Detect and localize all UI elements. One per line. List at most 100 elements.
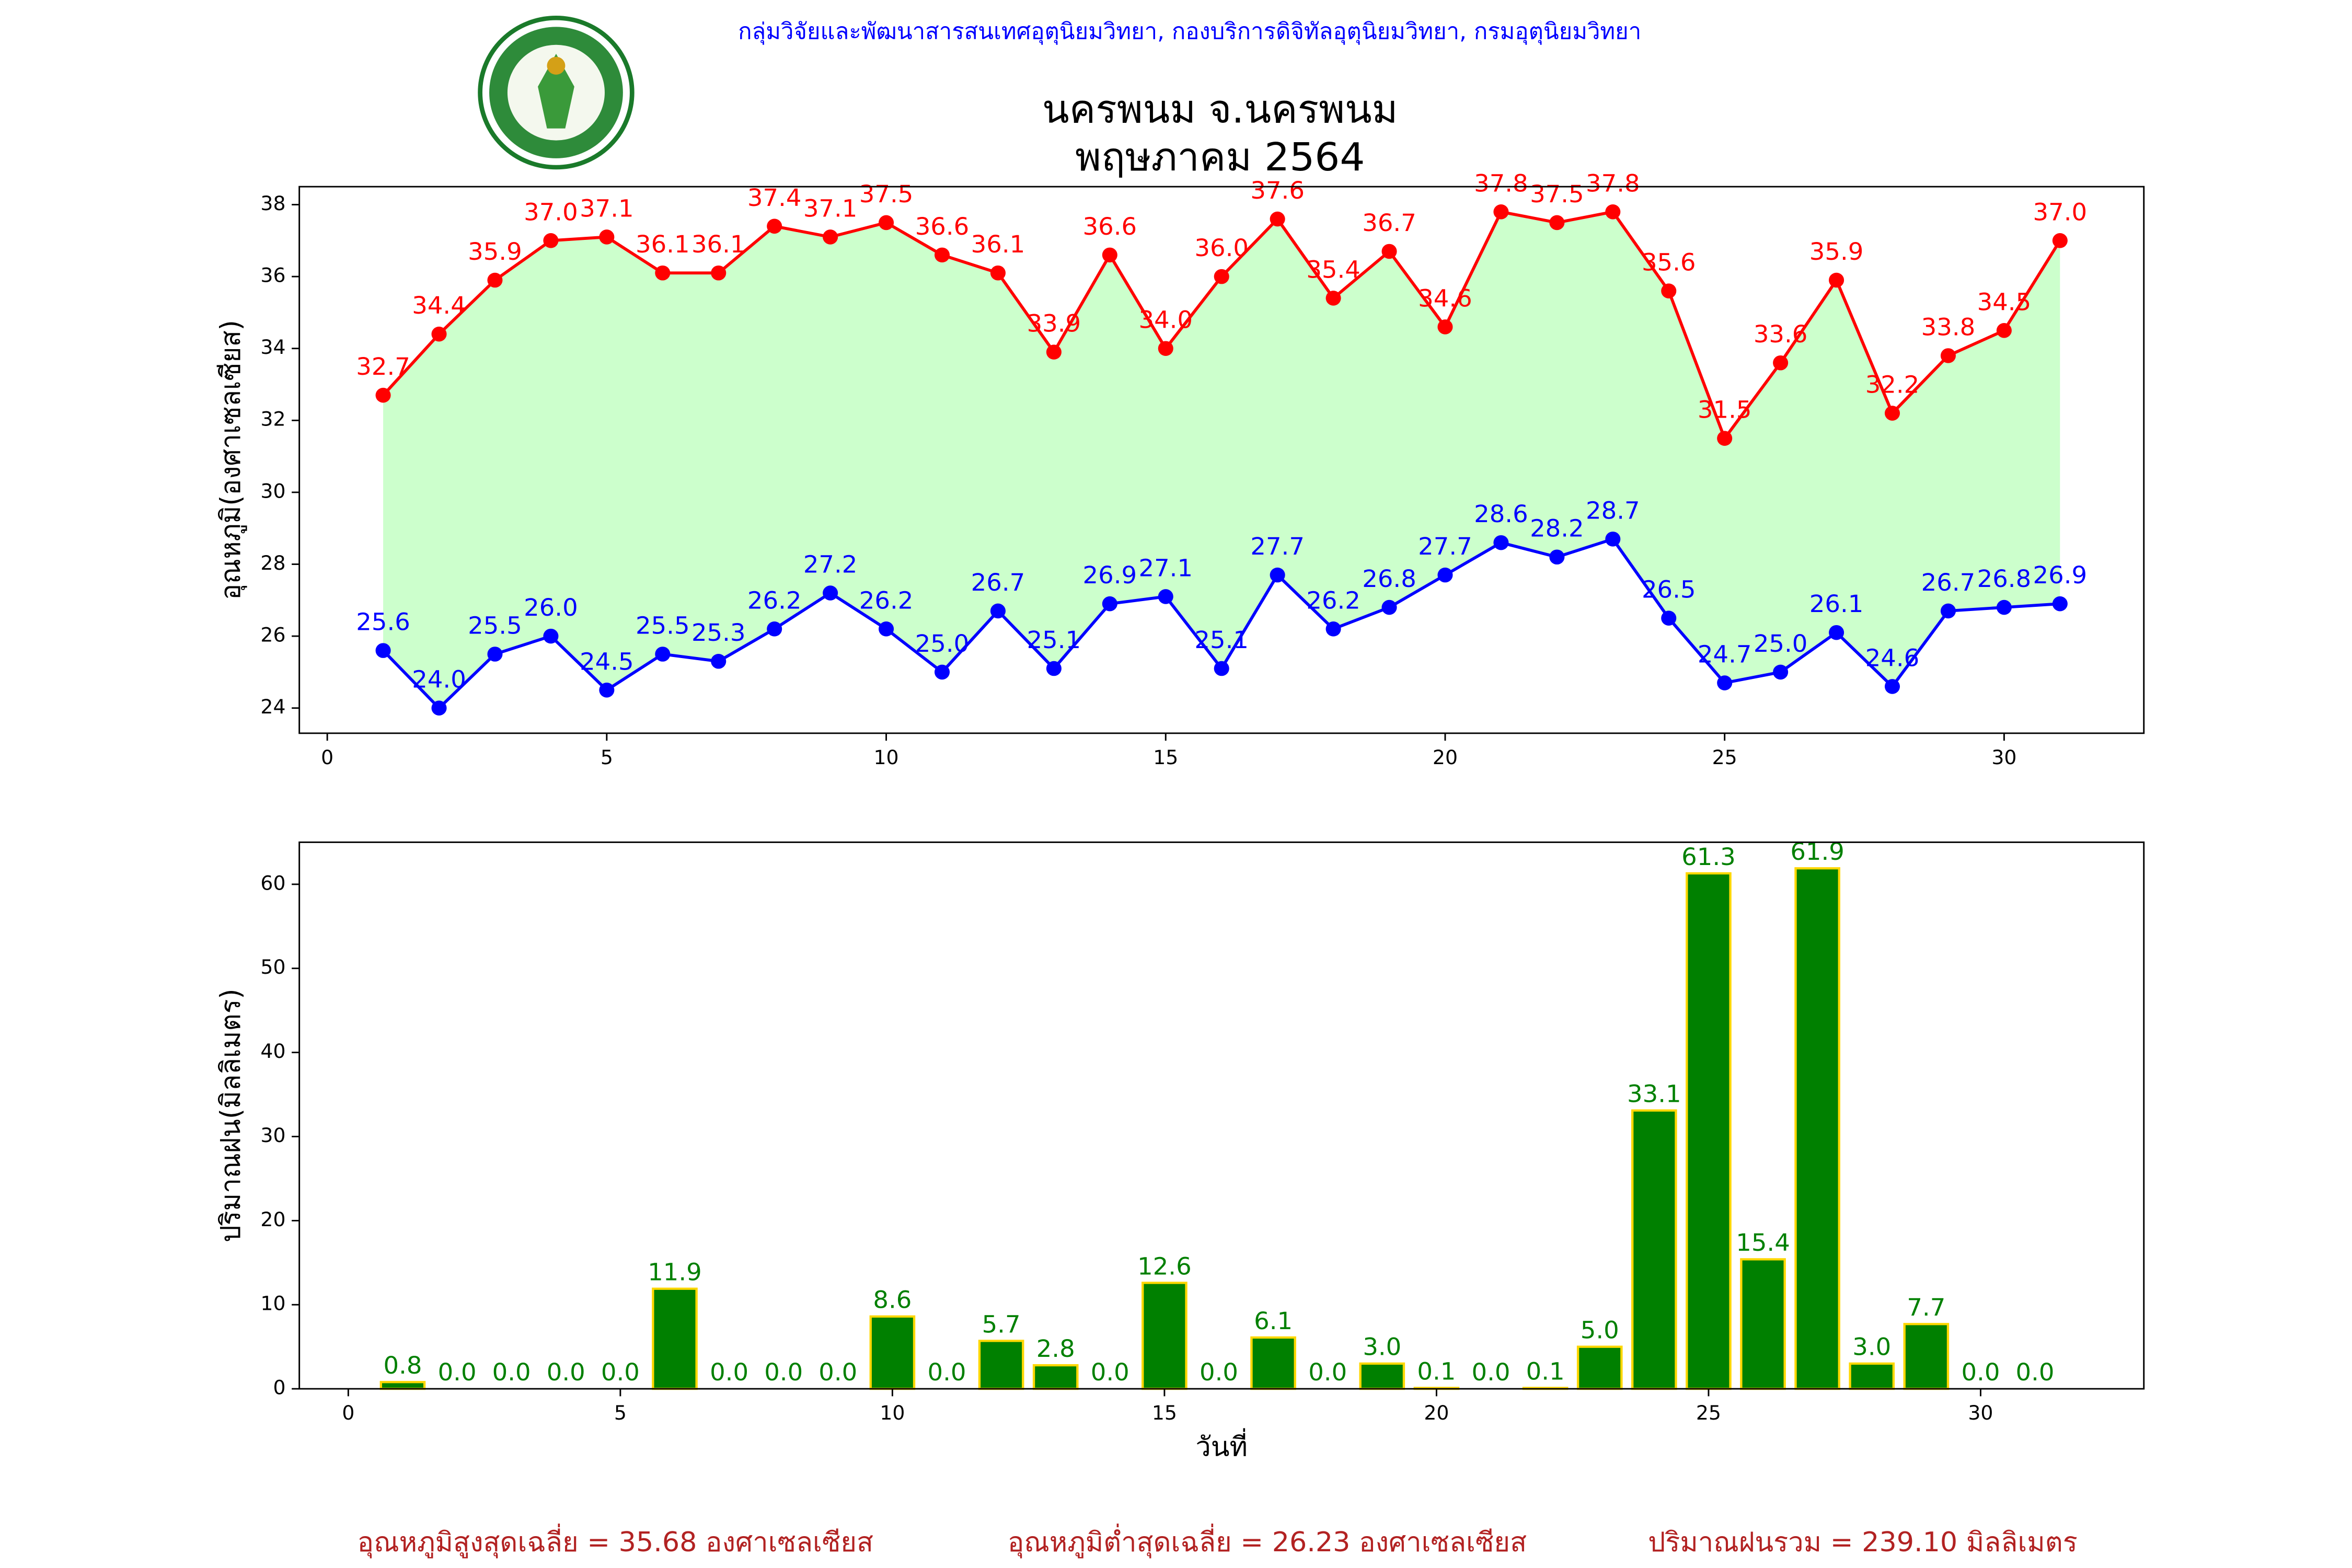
- data-label: 12.6: [1137, 1252, 1192, 1281]
- chart-subtitle: พฤษภาคม 2564: [1075, 134, 1365, 180]
- point: [1437, 567, 1453, 583]
- bar: [1250, 1336, 1296, 1390]
- point: [1829, 625, 1844, 640]
- data-label: 36.6: [1083, 212, 1137, 240]
- point: [1884, 406, 1900, 421]
- point: [1884, 679, 1900, 694]
- data-label: 34.4: [412, 292, 466, 320]
- x-tick-label: 0: [321, 746, 333, 769]
- point: [1549, 549, 1565, 565]
- data-label: 33.8: [1921, 313, 1976, 341]
- data-label: 25.5: [636, 612, 690, 640]
- point: [1717, 431, 1733, 446]
- point: [823, 229, 838, 245]
- data-label: 35.9: [468, 237, 522, 266]
- point: [1325, 291, 1341, 306]
- x-tick-label: 25: [1696, 1401, 1721, 1424]
- data-label: 26.0: [524, 593, 578, 621]
- data-label: 36.7: [1362, 209, 1416, 237]
- data-label: 33.1: [1627, 1080, 1681, 1108]
- data-label: 0.0: [710, 1358, 748, 1386]
- bar: [1903, 1323, 1950, 1390]
- data-label: 32.2: [1865, 371, 1920, 399]
- point: [1605, 532, 1621, 547]
- data-label: 24.7: [1698, 640, 1752, 668]
- bar: [869, 1315, 916, 1390]
- plot: 0.8 0.0 0.0 0.0 0.0 11.9 0.0 0.0 0.0 8.6 0.0 5.7 2.8…: [379, 837, 2055, 1390]
- data-label: 26.5: [1642, 575, 1696, 604]
- y-axis-label: อุณหภูมิ(องศาเซลเซียส): [215, 320, 247, 600]
- point: [487, 647, 503, 662]
- y-tick-label: 28: [260, 551, 285, 574]
- point: [1046, 344, 1062, 360]
- data-label: 37.1: [580, 194, 634, 223]
- bar: [978, 1340, 1024, 1390]
- data-label: 27.7: [1418, 532, 1472, 560]
- data-label: 37.1: [803, 194, 858, 223]
- point: [2052, 233, 2068, 248]
- y-tick-label: 34: [260, 336, 285, 359]
- point: [1605, 204, 1621, 220]
- x-tick-label: 10: [880, 1401, 905, 1424]
- data-label: 37.8: [1586, 169, 1640, 198]
- data-label: 32.7: [356, 353, 410, 381]
- data-label: 37.5: [1530, 180, 1584, 208]
- org-name: กลุ่มวิจัยและพัฒนาสารสนเทศอุตุนิยมวิทยา,…: [738, 19, 1641, 45]
- data-label: 0.8: [383, 1351, 422, 1379]
- point: [431, 326, 447, 342]
- data-label: 25.0: [1754, 629, 1808, 658]
- x-tick-label: 5: [614, 1401, 627, 1424]
- point: [1661, 283, 1677, 298]
- stat-max-avg: อุณหภูมิสูงสุดเฉลี่ย = 35.68 องศาเซลเซีย…: [358, 1524, 873, 1559]
- x-tick-label: 15: [1152, 1401, 1177, 1424]
- point: [1270, 211, 1285, 227]
- data-label: 2.8: [1036, 1334, 1075, 1363]
- point: [1381, 244, 1397, 259]
- point: [1437, 319, 1453, 335]
- data-label: 0.1: [1526, 1357, 1565, 1386]
- data-label: 25.1: [1027, 626, 1081, 654]
- data-label: 25.6: [356, 608, 410, 636]
- data-label: 0.0: [1091, 1358, 1129, 1386]
- data-label: 37.6: [1250, 176, 1305, 204]
- point: [990, 603, 1006, 619]
- y-tick-label: 10: [260, 1292, 285, 1315]
- point: [934, 664, 950, 680]
- chart-title: นครพนม จ.นครพนม: [1042, 86, 1398, 132]
- data-label: 0.0: [928, 1358, 966, 1386]
- data-label: 24.5: [580, 648, 634, 676]
- plot: 32.734.435.937.0 37.136.1 36.137.4 37.137.5…: [356, 169, 2087, 716]
- data-label: 37.5: [859, 180, 914, 208]
- point: [1996, 599, 2012, 615]
- bar: [1032, 1364, 1079, 1390]
- point: [711, 265, 727, 281]
- point: [1158, 341, 1173, 356]
- data-label: 26.7: [971, 568, 1025, 596]
- y-tick-label: 26: [260, 624, 285, 647]
- point: [1158, 589, 1173, 604]
- stat-rain-total: ปริมาณฝนรวม = 239.10 มิลลิเมตร: [1648, 1527, 2078, 1558]
- bar: [652, 1287, 698, 1390]
- data-label: 0.0: [547, 1358, 585, 1386]
- data-label: 37.0: [2033, 198, 2088, 226]
- point: [1493, 535, 1509, 550]
- point: [2052, 596, 2068, 612]
- x-tick-label: 10: [874, 746, 899, 769]
- data-label: 0.0: [1961, 1358, 2000, 1386]
- point: [1940, 348, 1956, 363]
- data-label: 26.1: [1809, 590, 1864, 618]
- point: [823, 585, 838, 601]
- stat-min-avg: อุณหภูมิต่ำสุดเฉลี่ย = 26.23 องศาเซลเซีย…: [1008, 1524, 1527, 1559]
- y-tick-label: 0: [273, 1376, 285, 1399]
- point: [1829, 272, 1844, 288]
- y-tick-label: 20: [260, 1208, 285, 1231]
- x-tick-label: 30: [1968, 1401, 1993, 1424]
- point: [599, 683, 615, 698]
- point: [879, 621, 894, 637]
- x-tick-label: 30: [1991, 746, 2016, 769]
- bar: [1849, 1362, 1895, 1390]
- data-label: 36.1: [636, 230, 690, 259]
- data-label: 11.9: [648, 1258, 702, 1286]
- point: [1773, 664, 1789, 680]
- data-label: 26.8: [1362, 564, 1416, 593]
